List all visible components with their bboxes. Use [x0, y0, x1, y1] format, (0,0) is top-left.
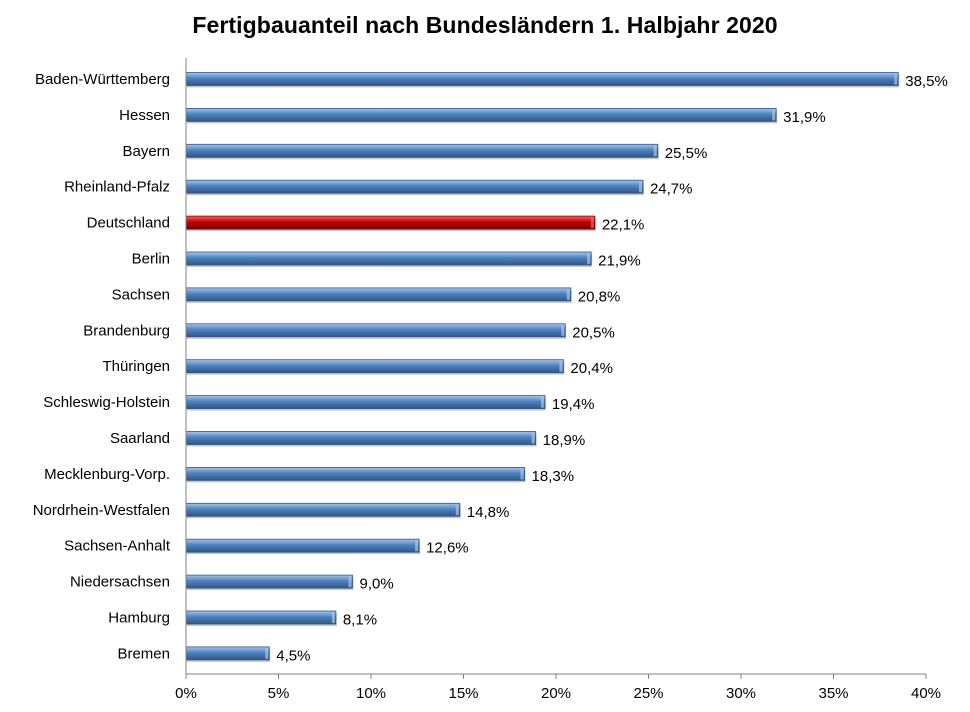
bar-end-cap: [638, 181, 642, 193]
bar-end-cap: [455, 504, 459, 516]
category-label: Berlin: [132, 251, 170, 268]
value-label: 12,6%: [426, 540, 469, 557]
x-tick-label: 20%: [541, 685, 571, 702]
bar: [185, 108, 777, 122]
bar-end-cap: [531, 432, 535, 444]
x-tick-label: 25%: [633, 685, 663, 702]
x-tick-label: 30%: [726, 685, 756, 702]
category-label: Hamburg: [108, 610, 170, 627]
x-axis: 0% 5% 10% 15% 20% 25% 30% 35% 40%: [175, 58, 941, 702]
category-label: Deutschland: [87, 215, 170, 232]
category-label: Niedersachsen: [70, 574, 170, 591]
value-label: 25,5%: [665, 145, 708, 162]
bar: [185, 287, 572, 302]
value-label: 9,0%: [360, 576, 394, 593]
bar-end-cap: [894, 73, 898, 85]
value-label: 21,9%: [598, 253, 641, 270]
value-label: 22,1%: [602, 217, 645, 234]
bar-end-cap: [520, 468, 524, 480]
bar: [185, 251, 592, 266]
value-label: 4,5%: [276, 647, 310, 664]
value-label: 20,8%: [578, 288, 621, 305]
bar-end-cap: [265, 647, 269, 659]
category-label: Thüringen: [102, 358, 170, 375]
bar: [185, 574, 353, 589]
x-tick-label: 15%: [448, 685, 478, 702]
bar: [185, 359, 564, 374]
category-label: Rheinland-Pfalz: [64, 179, 170, 196]
category-label: Bremen: [117, 645, 170, 662]
value-label: 31,9%: [783, 109, 826, 126]
bar-end-cap: [415, 540, 419, 552]
bar: [185, 72, 899, 86]
value-label: 8,1%: [343, 612, 377, 629]
bar-end-cap: [590, 217, 594, 229]
bar: [185, 502, 461, 517]
value-label: 20,5%: [572, 324, 615, 341]
bar-highlight: [185, 215, 596, 230]
category-label: Sachsen: [112, 286, 170, 303]
bar: [185, 143, 659, 158]
value-label: 24,7%: [650, 181, 693, 198]
bars-layer: Baden-Württemberg 38,5% Hessen 31,9% Bayern 2…: [33, 71, 948, 664]
category-label: Hessen: [119, 107, 170, 124]
value-label: 18,9%: [543, 432, 586, 449]
chart-title: Fertigbauanteil nach Bundesländern 1. Ha…: [192, 12, 778, 38]
bar-end-cap: [331, 612, 335, 623]
category-label: Baden-Württemberg: [35, 71, 170, 88]
bar: [185, 610, 337, 625]
value-label: 38,5%: [905, 73, 948, 90]
x-tick-label: 40%: [911, 685, 941, 702]
category-label: Saarland: [110, 430, 170, 447]
bar-end-cap: [772, 109, 776, 121]
value-label: 18,3%: [532, 468, 575, 485]
category-label: Schleswig-Holstein: [43, 394, 170, 411]
x-tick-label: 35%: [818, 685, 848, 702]
x-tick-label: 10%: [356, 685, 386, 702]
value-label: 19,4%: [552, 396, 595, 413]
bar-end-cap: [559, 360, 563, 372]
category-label: Sachsen-Anhalt: [64, 538, 171, 555]
bar: [185, 179, 644, 194]
category-label: Brandenburg: [83, 322, 170, 339]
bar-end-cap: [587, 253, 591, 264]
bar: [185, 646, 270, 661]
x-tick-label: 0%: [175, 685, 197, 702]
bar: [185, 323, 566, 338]
bar: [185, 395, 546, 410]
value-label: 20,4%: [570, 360, 613, 377]
category-label: Mecklenburg-Vorp.: [44, 466, 170, 483]
bar: [185, 466, 525, 481]
category-label: Bayern: [122, 143, 170, 160]
value-label: 14,8%: [467, 504, 510, 521]
bar-end-cap: [561, 324, 565, 336]
bar-end-cap: [653, 145, 657, 157]
bar-end-cap: [540, 396, 544, 408]
category-label: Nordrhein-Westfalen: [33, 502, 170, 519]
bar: [185, 431, 537, 445]
bar: [185, 538, 420, 553]
bar-end-cap: [566, 288, 570, 300]
bar-end-cap: [348, 576, 352, 588]
x-tick-label: 5%: [268, 685, 290, 702]
